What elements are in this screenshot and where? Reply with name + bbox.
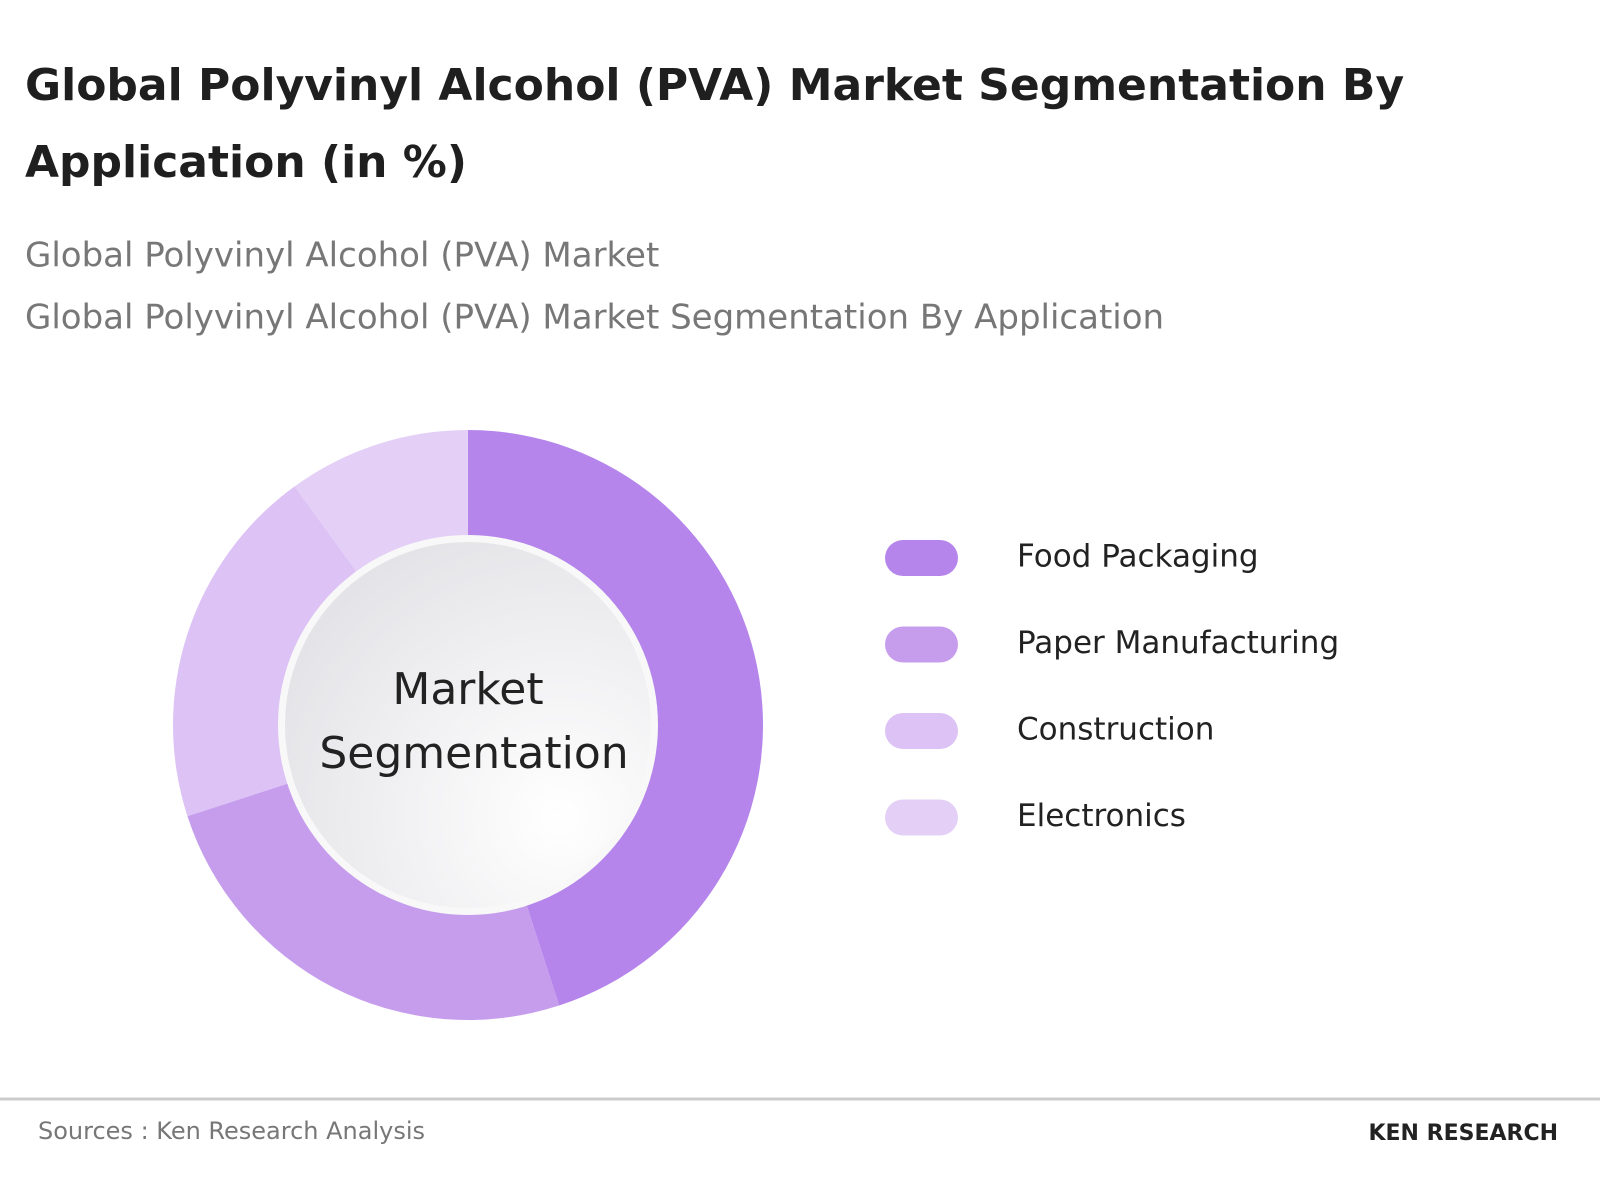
subtitle: Global Polyvinyl Alcohol (PVA) Market Se… xyxy=(25,298,1164,338)
legend-swatch xyxy=(885,540,958,576)
logo: KEN RESEARCH xyxy=(1368,1121,1558,1146)
chart-title: Global Polyvinyl Alcohol (PVA) Market Se… xyxy=(25,60,1404,188)
legend-label: Construction xyxy=(1017,712,1214,748)
legend-swatch xyxy=(885,799,958,836)
legend-label: Paper Manufacturing xyxy=(1017,625,1339,661)
legend-label: Food Packaging xyxy=(1017,539,1259,575)
legend-swatch xyxy=(885,713,958,749)
legend-label: Electronics xyxy=(1017,798,1186,834)
center-label: Market xyxy=(392,664,543,715)
center-disc xyxy=(285,542,651,908)
legend-swatch xyxy=(885,626,958,663)
center-label: Segmentation xyxy=(319,728,628,779)
source: Sources : Ken Research Analysis xyxy=(38,1117,425,1145)
subtitle: Global Polyvinyl Alcohol (PVA) Market xyxy=(25,236,659,276)
